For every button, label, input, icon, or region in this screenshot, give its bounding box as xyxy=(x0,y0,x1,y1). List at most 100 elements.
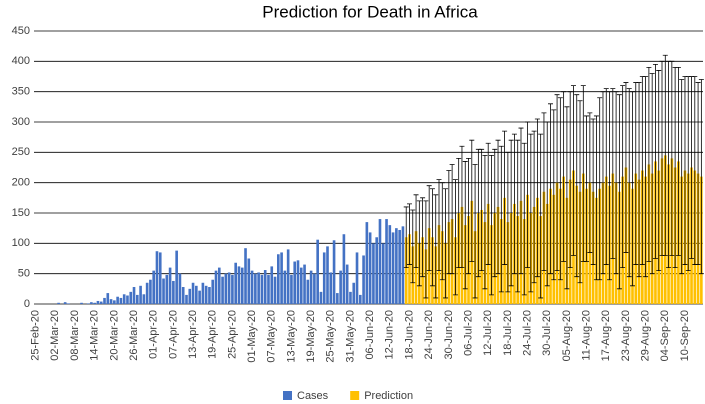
bar xyxy=(106,293,110,304)
error-bar xyxy=(689,76,695,259)
error-bar xyxy=(410,209,416,284)
bar xyxy=(358,294,362,304)
x-tick-label: 25-Apr-20 xyxy=(226,310,238,359)
error-bar xyxy=(525,121,531,268)
bar xyxy=(395,228,398,304)
error-bar xyxy=(623,82,629,253)
error-bar xyxy=(574,94,580,278)
bar xyxy=(227,272,231,304)
error-bar xyxy=(502,130,508,265)
bar xyxy=(296,260,300,304)
error-bar xyxy=(403,206,409,268)
bar xyxy=(306,279,310,304)
error-bar xyxy=(584,115,590,262)
bar xyxy=(208,287,211,304)
y-tick-label: 0 xyxy=(24,298,30,310)
error-bar xyxy=(449,164,455,275)
bar xyxy=(254,273,257,304)
bar xyxy=(365,222,369,304)
bar xyxy=(139,285,142,304)
bar xyxy=(122,294,126,304)
error-bar xyxy=(639,76,645,265)
x-tick-label: 25-Feb-20 xyxy=(30,310,42,361)
bar xyxy=(119,297,123,304)
error-bar xyxy=(692,76,698,265)
bar xyxy=(86,303,90,304)
error-bar xyxy=(436,179,442,272)
bar xyxy=(401,226,405,304)
error-bar xyxy=(518,127,524,275)
bar xyxy=(260,274,264,304)
error-bar xyxy=(443,188,449,299)
bar xyxy=(349,291,352,304)
error-bar xyxy=(538,133,544,299)
y-tick-label: 150 xyxy=(12,207,30,219)
bar xyxy=(277,254,280,304)
error-bar xyxy=(649,73,655,275)
x-tick-label: 25-May-20 xyxy=(325,310,337,363)
x-tick-label: 19-Apr-20 xyxy=(207,310,219,359)
legend-swatch xyxy=(283,391,292,400)
x-tick-label: 30-Jul-20 xyxy=(541,310,553,356)
error-bar xyxy=(610,88,616,259)
bar xyxy=(362,255,365,304)
y-tick-label: 250 xyxy=(12,146,30,158)
bar xyxy=(273,276,277,304)
error-bar xyxy=(570,85,576,256)
bar xyxy=(388,225,392,304)
y-tick-label: 100 xyxy=(12,237,30,249)
bar xyxy=(257,272,260,304)
bar xyxy=(375,237,379,304)
x-tick-label: 19-May-20 xyxy=(305,310,317,363)
bar xyxy=(113,300,116,304)
chart-title: Prediction for Death in Africa xyxy=(262,2,478,21)
bar xyxy=(181,287,185,304)
bar xyxy=(339,270,342,304)
bar xyxy=(368,232,372,304)
error-bar xyxy=(498,145,504,293)
bar xyxy=(404,237,408,304)
bar xyxy=(378,219,382,304)
bar xyxy=(201,282,205,304)
bar xyxy=(326,246,329,304)
bar xyxy=(290,274,293,304)
error-bar xyxy=(636,82,642,278)
bar xyxy=(221,276,224,304)
y-tick-label: 300 xyxy=(12,116,30,128)
error-bar xyxy=(505,151,511,293)
bar xyxy=(63,302,67,304)
bar xyxy=(195,285,198,304)
error-bar xyxy=(479,148,485,272)
bar xyxy=(132,287,136,304)
y-tick-label: 450 xyxy=(12,25,30,37)
error-bar xyxy=(682,76,688,265)
bar xyxy=(299,267,303,304)
bar xyxy=(116,296,119,304)
error-bar xyxy=(551,109,557,281)
bar xyxy=(231,274,234,304)
x-tick-label: 29-Aug-20 xyxy=(640,310,652,361)
error-bar xyxy=(633,82,639,265)
bar xyxy=(80,302,83,304)
bar xyxy=(342,234,346,304)
bar xyxy=(175,250,178,304)
error-bar xyxy=(607,91,613,281)
x-tick-label: 24-Jun-20 xyxy=(423,310,435,360)
x-tick-label: 07-Apr-20 xyxy=(167,310,179,359)
error-bar xyxy=(429,188,435,287)
x-tick-label: 02-Mar-20 xyxy=(49,310,61,361)
error-bar xyxy=(613,91,619,275)
error-bar xyxy=(656,70,662,272)
error-bar xyxy=(459,145,465,268)
x-tick-label: 11-Aug-20 xyxy=(580,310,592,361)
bar xyxy=(188,288,192,304)
error-bar xyxy=(616,94,622,290)
bar xyxy=(103,297,106,304)
error-bar xyxy=(672,67,678,268)
bar xyxy=(178,273,182,304)
error-bar xyxy=(659,60,665,256)
x-tick-label: 01-Apr-20 xyxy=(148,310,160,359)
x-tick-label: 05-Aug-20 xyxy=(561,310,573,361)
error-bar xyxy=(485,142,491,265)
x-tick-label: 30-Jun-20 xyxy=(443,310,455,360)
